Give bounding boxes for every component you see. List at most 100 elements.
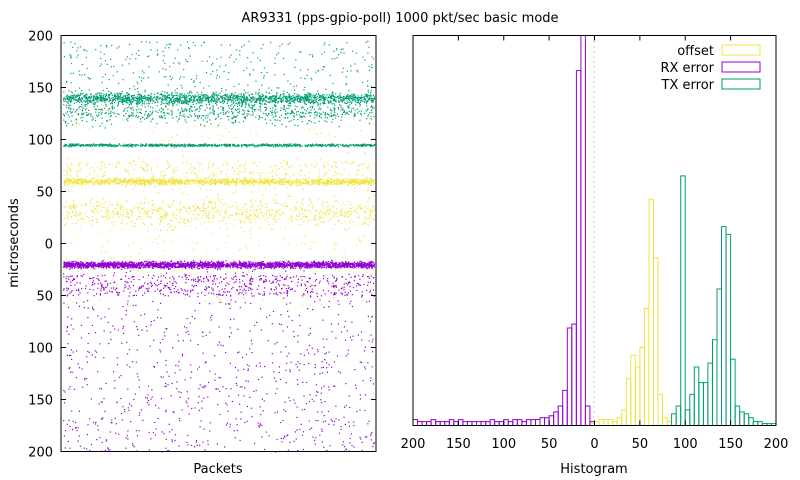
scatter-point-offset: [207, 218, 209, 220]
scatter-point-offset: [100, 170, 102, 172]
scatter-point-offset: [352, 183, 355, 185]
scatter-point-tx-error: [142, 99, 144, 102]
scatter-point-offset: [300, 182, 302, 184]
scatter-point-tx-error: [307, 99, 309, 101]
scatter-point-tx-error: [300, 111, 302, 114]
scatter-point-offset: [334, 184, 336, 186]
scatter-point-offset: [314, 215, 316, 218]
scatter-point-offset: [172, 229, 174, 231]
scatter-point-tx-error: [117, 95, 120, 97]
scatter-point-tx-error: [198, 101, 200, 103]
scatter-point-offset: [221, 199, 223, 201]
scatter-point-tx-error: [234, 99, 236, 101]
scatter-point-offset: [268, 184, 271, 186]
scatter-point-offset: [149, 182, 152, 184]
scatter-point-tx-error: [144, 94, 146, 96]
scatter-point-tx-error: [360, 98, 362, 100]
scatter-point-offset: [118, 183, 120, 185]
scatter-point-offset: [293, 108, 295, 110]
scatter-point-offset: [101, 176, 103, 178]
scatter-point-tx-error: [296, 93, 298, 95]
scatter-point-offset: [250, 191, 252, 193]
scatter-point-offset: [63, 206, 65, 208]
scatter-point-offset: [204, 212, 206, 214]
scatter-point-offset: [104, 182, 107, 184]
scatter-point-tx-error: [113, 96, 115, 98]
scatter-point-offset: [151, 130, 153, 132]
scatter-point-offset: [199, 181, 201, 183]
scatter-point-tx-error: [109, 119, 111, 121]
scatter-point-tx-error: [280, 99, 282, 101]
scatter-point-tx-error: [243, 97, 245, 99]
scatter-point-offset: [101, 161, 103, 164]
scatter-point-offset: [177, 180, 179, 182]
scatter-point-offset: [133, 180, 135, 182]
scatter-point-tx-error: [229, 98, 231, 101]
scatter-point-offset: [249, 172, 252, 175]
scatter-point-offset: [197, 170, 200, 172]
scatter-point-offset: [202, 182, 204, 184]
scatter-point-tx-error: [207, 96, 209, 98]
scatter-point-tx-error: [275, 95, 277, 97]
scatter-point-tx-error: [279, 120, 281, 122]
scatter-point-tx-error: [333, 96, 335, 98]
scatter-point-offset: [105, 251, 107, 253]
scatter-point-tx-error: [368, 96, 370, 98]
scatter-point-tx-error: [212, 91, 215, 93]
scatter-point-tx-error: [288, 103, 290, 105]
scatter-point-offset: [314, 218, 316, 220]
scatter-point-tx-error: [184, 101, 186, 103]
scatter-point-offset: [368, 197, 370, 199]
scatter-point-offset: [257, 217, 260, 219]
scatter-point-offset: [371, 179, 373, 181]
scatter-point-offset: [190, 225, 192, 227]
scatter-point-offset: [232, 166, 234, 168]
scatter-point-offset: [121, 119, 123, 121]
scatter-point-offset: [275, 218, 277, 220]
scatter-point-offset: [286, 260, 288, 262]
scatter-point-offset: [135, 177, 137, 179]
scatter-point-offset: [286, 104, 288, 106]
scatter-point-tx-error: [76, 99, 78, 101]
scatter-point-offset: [337, 178, 339, 180]
scatter-point-offset: [139, 216, 141, 218]
scatter-point-offset: [300, 170, 302, 172]
scatter-point-offset: [274, 213, 276, 215]
scatter-point-offset: [94, 183, 96, 185]
scatter-point-tx-error: [71, 100, 73, 102]
scatter-point-offset: [126, 184, 128, 186]
scatter-point-offset: [189, 168, 191, 170]
scatter-point-tx-error: [174, 95, 176, 97]
scatter-point-offset: [204, 210, 206, 212]
scatter-point-offset: [160, 183, 162, 185]
scatter-point-tx-error: [258, 97, 260, 99]
scatter-point-tx-error: [222, 113, 224, 115]
scatter-point-offset: [135, 182, 137, 184]
scatter-point-tx-error: [100, 96, 102, 98]
scatter-point-tx-error: [360, 100, 362, 102]
scatter-point-offset: [67, 183, 69, 185]
scatter-point-tx-error: [243, 100, 245, 102]
scatter-point-tx-error: [305, 98, 307, 101]
scatter-point-offset: [211, 171, 213, 173]
scatter-point-offset: [245, 180, 247, 182]
scatter-point-offset: [278, 183, 280, 185]
scatter-point-offset: [313, 218, 315, 220]
scatter-point-tx-error: [75, 97, 77, 99]
scatter-point-offset: [195, 203, 197, 205]
scatter-point-tx-error: [104, 98, 106, 100]
scatter-point-offset: [96, 218, 98, 220]
scatter-point-offset: [247, 216, 249, 218]
scatter-point-offset: [349, 182, 351, 184]
scatter-point-tx-error: [279, 95, 281, 97]
scatter-point-offset: [322, 212, 324, 214]
scatter-point-offset: [299, 181, 301, 183]
scatter-point-offset: [100, 209, 102, 212]
scatter-point-tx-error: [342, 99, 344, 101]
scatter-point-tx-error: [357, 112, 359, 114]
scatter-point-tx-error: [357, 95, 359, 97]
scatter-point-tx-error: [232, 100, 234, 102]
scatter-point-offset: [173, 182, 175, 184]
scatter-point-offset: [171, 220, 173, 222]
scatter-point-offset: [165, 215, 167, 217]
